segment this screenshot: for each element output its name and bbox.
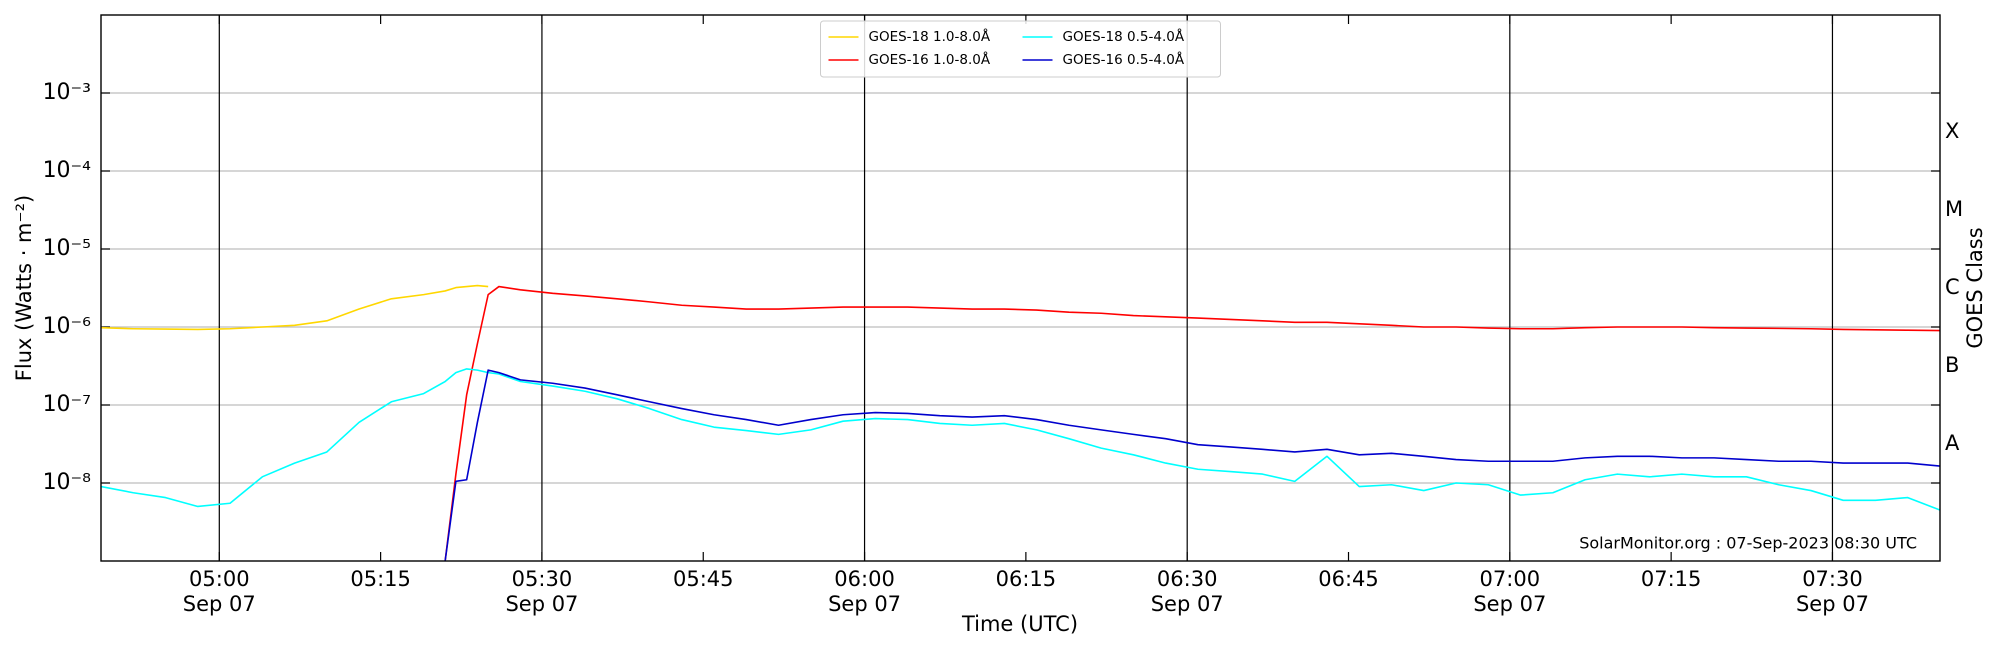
y-axis-label: Flux (Watts · m⁻²) <box>12 195 36 381</box>
y2-tick-label: A <box>1945 431 1960 455</box>
x-tick-date: Sep 07 <box>1473 592 1546 616</box>
series-line <box>101 284 489 331</box>
legend-box <box>820 20 1221 78</box>
series-line <box>101 368 1940 511</box>
x-tick-date: Sep 07 <box>505 592 578 616</box>
x-tick-date: Sep 07 <box>1796 592 1869 616</box>
x-tick-date: Sep 07 <box>1151 592 1224 616</box>
x-tick-date: Sep 07 <box>828 592 901 616</box>
x-tick-label: 05:45 <box>673 567 734 591</box>
x-axis-label: Time (UTC) <box>961 612 1078 636</box>
x-tick-label: 05:00 <box>189 567 250 591</box>
legend-label: GOES-18 0.5-4.0Å <box>1063 28 1185 45</box>
legend-label: GOES-18 1.0-8.0Å <box>869 28 991 45</box>
x-tick-label: 05:30 <box>512 567 573 591</box>
x-tick-label: 05:15 <box>350 567 411 591</box>
x-tick-label: 06:30 <box>1157 567 1218 591</box>
annotation: SolarMonitor.org : 07-Sep-2023 08:30 UTC <box>1579 534 1917 553</box>
y2-tick-label: X <box>1945 119 1959 143</box>
y-tick-label: 10⁻⁷ <box>43 392 91 417</box>
x-tick-label: 07:00 <box>1480 567 1541 591</box>
y2-tick-label: M <box>1945 197 1963 221</box>
y2-tick-label: B <box>1945 353 1959 377</box>
series-line <box>444 369 1940 561</box>
legend-label: GOES-16 1.0-8.0Å <box>869 51 991 68</box>
x-tick-date: Sep 07 <box>183 592 256 616</box>
y-tick-label: 10⁻⁴ <box>43 158 92 183</box>
x-tick-label: 06:45 <box>1318 567 1379 591</box>
y-tick-label: 10⁻⁶ <box>43 314 92 339</box>
x-tick-label: 07:30 <box>1802 567 1863 591</box>
y2-tick-label: C <box>1945 275 1960 299</box>
y-tick-label: 10⁻³ <box>43 80 91 105</box>
x-tick-label: 06:15 <box>996 567 1057 591</box>
plot-frame <box>100 14 1941 562</box>
plot-area <box>101 284 1940 561</box>
legend-label: GOES-16 0.5-4.0Å <box>1063 51 1185 68</box>
y-tick-label: 10⁻⁵ <box>43 236 91 261</box>
series-line <box>444 285 1940 561</box>
x-tick-label: 06:00 <box>834 567 895 591</box>
x-tick-label: 07:15 <box>1641 567 1702 591</box>
y-tick-label: 10⁻⁸ <box>43 470 92 495</box>
y2-axis-label: GOES Class <box>1963 227 1987 348</box>
